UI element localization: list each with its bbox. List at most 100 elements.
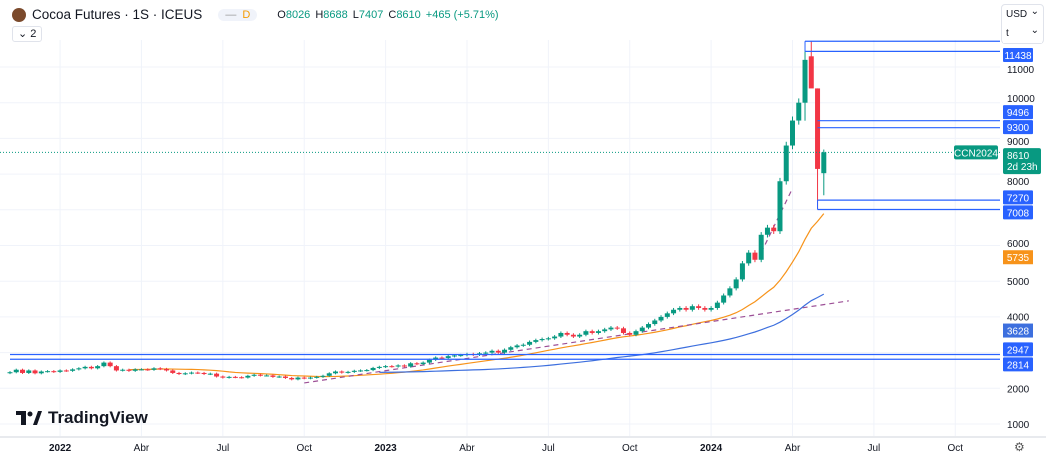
candle: [264, 374, 270, 377]
symbol-badge-label: CCN2024: [954, 148, 998, 159]
candle: [326, 372, 332, 377]
candle-body: [164, 369, 169, 371]
settings-gear-icon[interactable]: ⚙: [1014, 440, 1025, 454]
time-tick-label: Jul: [216, 443, 229, 454]
ma-value-label: 5735: [1007, 253, 1030, 264]
candle: [220, 375, 226, 379]
candle-body: [508, 347, 514, 350]
candle: [82, 365, 88, 370]
candle-body: [746, 252, 752, 264]
candle: [251, 373, 257, 377]
candle: [307, 376, 313, 380]
candle-body: [614, 327, 620, 329]
price-tick-label: 9000: [1007, 137, 1030, 148]
unit-select[interactable]: t: [1003, 22, 1042, 43]
candle-body: [389, 366, 395, 368]
candle: [101, 361, 107, 368]
candle-body: [63, 370, 69, 372]
ma-value-label: 3628: [1007, 327, 1030, 338]
candle-body: [51, 371, 57, 373]
candle-body: [545, 338, 551, 340]
ma-value-badge: [1003, 323, 1033, 338]
candle: [289, 376, 295, 381]
candle-body: [26, 370, 32, 373]
candle-body: [276, 376, 282, 378]
candle: [696, 304, 702, 310]
candle-body: [301, 377, 307, 379]
candle-body: [320, 375, 326, 377]
candle-body: [758, 234, 764, 260]
candle-body: [439, 357, 445, 359]
candle: [721, 293, 727, 305]
time-tick-label: 2024: [700, 443, 723, 454]
legend-header: Cocoa Futures · 1S · ICEUS — D O8026 H868…: [12, 7, 499, 22]
candle: [764, 224, 770, 238]
candle-body: [796, 102, 802, 121]
candle-body: [777, 181, 783, 232]
candle-body: [107, 362, 113, 367]
candle-body: [76, 368, 82, 370]
price-tick-label: 2000: [1007, 384, 1030, 395]
candle: [339, 370, 345, 374]
candle: [51, 370, 57, 373]
candle-body: [539, 339, 545, 341]
candle: [345, 370, 351, 374]
collapse-indicators-button[interactable]: ⌄ 2: [12, 26, 43, 42]
candle-body: [677, 307, 683, 310]
candle: [120, 368, 126, 372]
time-tick-label: 2023: [374, 443, 397, 454]
ohlc-values: O8026 H8688 L7407 C8610 +465 (+5.71%): [277, 9, 498, 21]
candle: [45, 370, 51, 373]
candle-body: [689, 306, 695, 310]
candle: [182, 372, 188, 376]
minus-icon: —: [225, 8, 237, 21]
candle-body: [570, 334, 576, 337]
price-level-label: 7008: [1007, 208, 1030, 219]
candle-body: [289, 377, 295, 380]
candle: [608, 326, 614, 331]
trendline: [304, 300, 849, 384]
candle: [20, 368, 26, 374]
candle-body: [639, 327, 645, 332]
candle: [552, 335, 558, 340]
candle-body: [595, 331, 601, 333]
candle-body: [70, 369, 76, 371]
candle-body: [113, 366, 119, 371]
candle: [658, 315, 664, 323]
candle-body: [314, 376, 320, 378]
symbol-title[interactable]: Cocoa Futures · 1S · ICEUS: [32, 7, 203, 22]
candle-body: [395, 365, 401, 367]
candle-body: [808, 56, 814, 89]
candle: [201, 371, 207, 376]
candle: [333, 370, 339, 375]
candle-body: [445, 356, 451, 358]
candle: [164, 367, 169, 372]
candle: [239, 376, 245, 379]
candle: [189, 371, 195, 375]
candle: [126, 368, 132, 372]
indicator-count: 2: [30, 28, 37, 40]
candle: [746, 250, 752, 266]
candle-body: [752, 252, 758, 260]
candle: [358, 369, 364, 372]
candle-body: [7, 372, 13, 374]
candle-body: [602, 329, 608, 332]
candle: [414, 362, 420, 366]
candle: [301, 376, 307, 380]
candle-body: [220, 376, 226, 378]
candle: [351, 369, 357, 373]
candle-body: [157, 368, 163, 370]
candle: [708, 306, 714, 312]
interval-badge[interactable]: — D: [218, 8, 258, 21]
candle-body: [95, 366, 101, 369]
candle-body: [364, 370, 370, 372]
candle-body: [132, 369, 138, 371]
candle: [138, 368, 144, 371]
candle-body: [527, 341, 533, 345]
candle-body: [207, 373, 213, 375]
currency-select[interactable]: USD: [1003, 3, 1042, 24]
candle: [627, 331, 633, 337]
candle: [508, 345, 514, 352]
candle: [226, 375, 232, 379]
